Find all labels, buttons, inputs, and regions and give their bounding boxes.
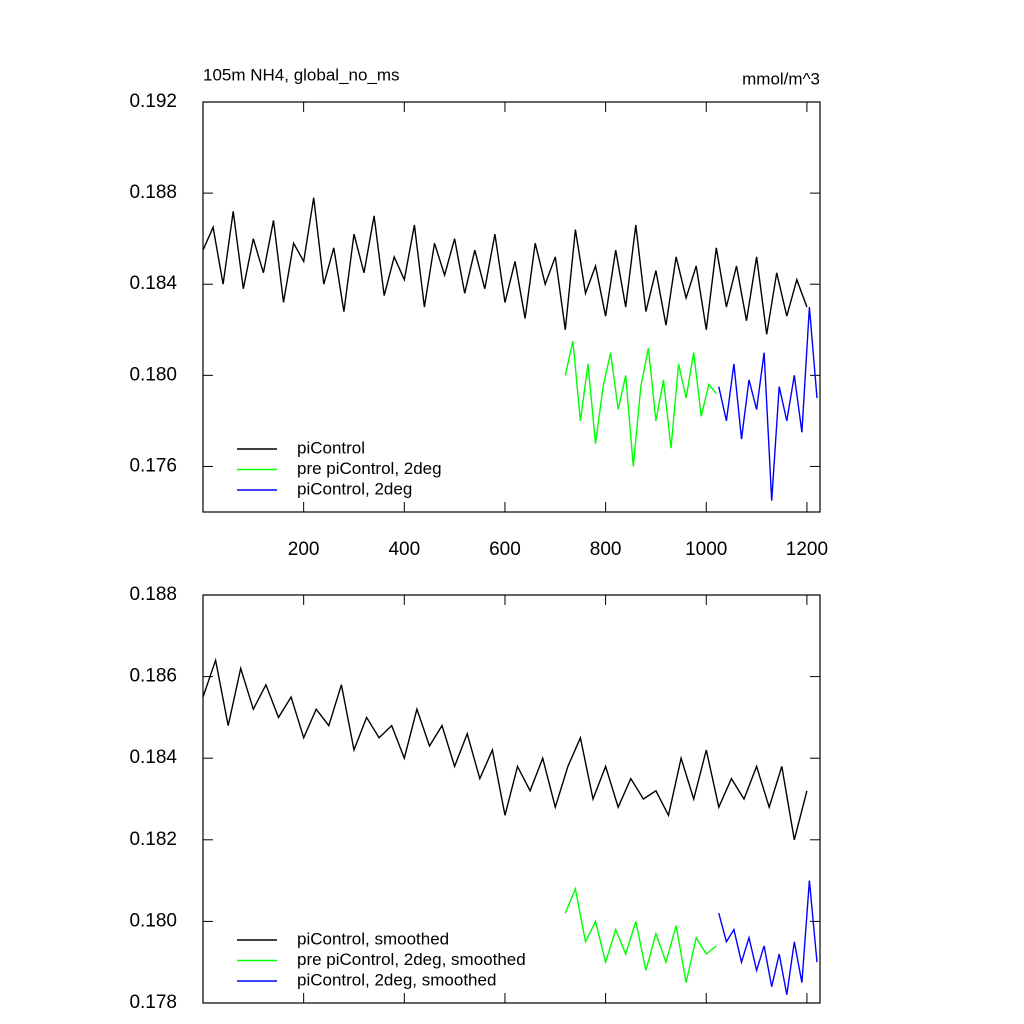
y-tick-label: 0.192 [129,91,177,112]
y-tick-label: 0.186 [129,666,177,687]
data-line [718,306,818,501]
x-tick-label: 800 [590,539,622,560]
x-tick-label: 600 [489,539,521,560]
y-tick-label: 0.176 [129,455,177,476]
data-line [202,197,808,335]
legend-label: piControl, 2deg, smoothed [297,970,496,989]
legend-label: piControl [297,438,365,457]
y-tick-label: 0.184 [129,273,177,294]
data-line [202,657,808,840]
data-line [718,880,818,995]
y-tick-label: 0.188 [129,182,177,203]
data-line [564,886,717,983]
y-tick-label: 0.180 [129,364,177,385]
plot-frame [202,101,821,513]
data-line [564,341,717,467]
x-tick-label: 200 [288,539,320,560]
chart-title: 105m NH4, global_no_ms [203,65,400,84]
y-tick-label: 0.180 [129,910,177,931]
plot-frame [202,594,821,1004]
legend-label: pre piControl, 2deg, smoothed [297,950,526,969]
y-tick-label: 0.182 [129,829,177,850]
units-label: mmol/m^3 [742,69,820,88]
legend-label: piControl, 2deg [297,479,412,498]
legend-label: piControl, smoothed [297,929,449,948]
y-tick-label: 0.188 [129,584,177,605]
legend-label: pre piControl, 2deg [297,459,442,478]
x-tick-label: 1000 [685,539,727,560]
x-tick-label: 400 [388,539,420,560]
x-tick-label: 1200 [786,539,828,560]
y-tick-label: 0.178 [129,992,177,1013]
y-tick-label: 0.184 [129,747,177,768]
